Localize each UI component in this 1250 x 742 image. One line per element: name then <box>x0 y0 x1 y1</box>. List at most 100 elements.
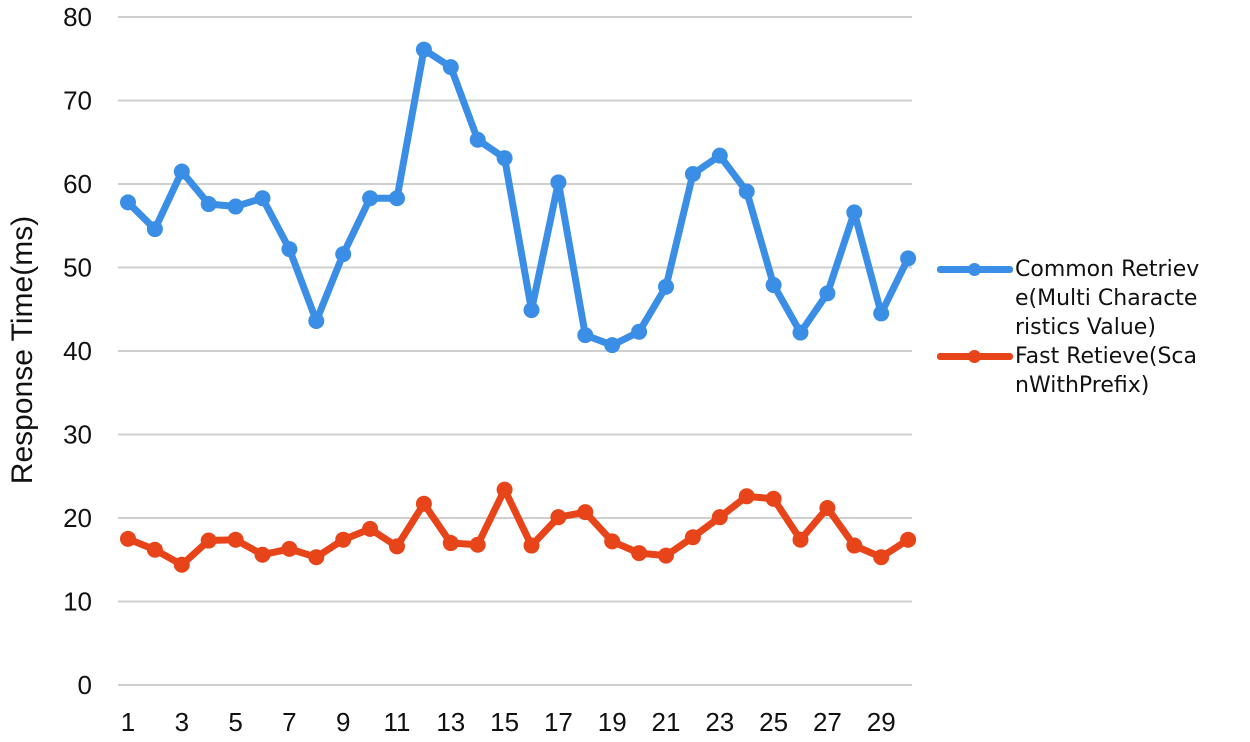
data-point <box>900 250 917 267</box>
data-point <box>496 481 513 498</box>
data-point <box>200 196 217 213</box>
series-1 <box>120 481 917 573</box>
data-point <box>631 545 648 562</box>
y-tick-label-70: 70 <box>63 86 92 116</box>
legend-swatch-fast <box>935 342 1015 371</box>
data-point <box>819 499 836 516</box>
x-tick-label-17: 17 <box>544 707 573 737</box>
x-tick-label-23: 23 <box>705 707 734 737</box>
data-point <box>308 312 325 329</box>
x-tick-label-29: 29 <box>867 707 896 737</box>
data-point <box>550 174 567 191</box>
x-axis-ticks: 1 3 5 7 9 11 13 15 17 19 21 23 25 27 29 <box>121 707 896 737</box>
series-0 <box>120 41 917 354</box>
data-point <box>200 532 217 549</box>
legend-label-common: Common Retrieve(Multi Characteristics Va… <box>1015 257 1200 340</box>
data-point <box>120 194 136 211</box>
data-point <box>684 529 701 546</box>
x-tick-label-21: 21 <box>652 707 681 737</box>
data-point <box>765 277 782 294</box>
data-point <box>281 241 298 258</box>
data-point <box>523 537 540 554</box>
data-point <box>819 285 836 302</box>
data-point <box>873 305 890 322</box>
x-tick-label-15: 15 <box>490 707 519 737</box>
data-point <box>335 246 352 263</box>
series-line-0 <box>124 46 912 349</box>
data-point <box>738 488 755 505</box>
legend-entry-fast: Fast Retieve(ScanWithPrefix) <box>935 342 1235 400</box>
data-point <box>254 190 271 207</box>
data-point <box>146 221 163 238</box>
data-point <box>415 41 432 58</box>
series-lines <box>120 41 917 573</box>
data-point <box>442 59 459 76</box>
data-point <box>604 337 621 354</box>
data-point <box>550 509 567 526</box>
data-point <box>389 190 405 207</box>
x-tick-label-9: 9 <box>336 707 350 737</box>
data-point <box>308 549 325 566</box>
data-point <box>389 538 405 555</box>
data-point <box>631 323 648 340</box>
series-line-1 <box>124 486 912 569</box>
y-tick-label-50: 50 <box>63 253 92 283</box>
legend-label-fast: Fast Retieve(ScanWithPrefix) <box>1015 344 1197 398</box>
y-tick-label-20: 20 <box>63 503 92 533</box>
data-point <box>469 131 486 148</box>
data-point <box>846 537 863 554</box>
y-tick-label-0: 0 <box>78 670 92 700</box>
x-tick-label-27: 27 <box>813 707 842 737</box>
data-point <box>254 546 271 563</box>
legend: Common Retrieve(Multi Characteristics Va… <box>935 255 1235 400</box>
data-point <box>577 327 594 344</box>
x-tick-label-19: 19 <box>598 707 627 737</box>
data-point <box>765 490 782 507</box>
data-point <box>362 520 379 537</box>
data-point <box>604 533 621 550</box>
data-point <box>792 531 809 548</box>
data-point <box>362 190 379 207</box>
data-point <box>658 547 674 564</box>
y-tick-label-80: 80 <box>63 2 92 32</box>
data-point <box>711 147 728 164</box>
data-point <box>658 278 674 295</box>
data-point <box>900 531 917 548</box>
x-tick-label-25: 25 <box>759 707 788 737</box>
x-tick-label-3: 3 <box>175 707 189 737</box>
data-point <box>738 183 755 200</box>
x-tick-label-11: 11 <box>384 707 411 737</box>
y-tick-label-40: 40 <box>63 336 92 366</box>
x-tick-label-13: 13 <box>436 707 465 737</box>
data-point <box>281 540 298 557</box>
x-tick-label-1: 1 <box>121 707 135 737</box>
data-point <box>146 541 163 558</box>
data-point <box>227 198 244 215</box>
data-point <box>469 536 486 553</box>
data-point <box>415 495 432 512</box>
data-point <box>173 556 190 573</box>
data-point <box>335 531 352 548</box>
gridlines <box>118 16 912 686</box>
legend-entry-common: Common Retrieve(Multi Characteristics Va… <box>935 255 1235 342</box>
legend-swatch-common <box>935 255 1015 284</box>
data-point <box>684 165 701 182</box>
data-point <box>846 204 863 221</box>
data-point <box>442 535 459 552</box>
data-point <box>711 509 728 526</box>
y-tick-label-10: 10 <box>63 587 92 617</box>
data-point <box>792 324 809 341</box>
data-point <box>173 163 190 180</box>
data-point <box>873 549 890 566</box>
y-axis-label: Response Time(ms) <box>6 216 39 484</box>
x-tick-label-7: 7 <box>282 707 296 737</box>
y-tick-label-60: 60 <box>63 169 92 199</box>
y-axis-ticks: 0 10 20 30 40 50 60 70 80 <box>63 2 92 700</box>
data-point <box>496 150 513 167</box>
data-point <box>577 504 594 521</box>
data-point <box>120 530 136 547</box>
y-tick-label-30: 30 <box>63 420 92 450</box>
data-point <box>523 302 540 319</box>
x-tick-label-5: 5 <box>228 707 242 737</box>
